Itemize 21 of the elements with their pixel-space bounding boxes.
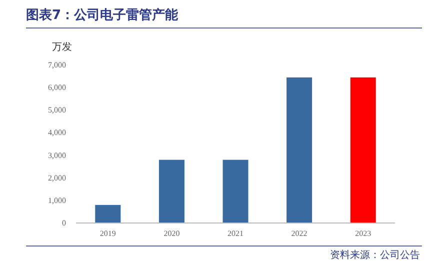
y-tick-label: 2,000 (48, 173, 66, 182)
bar (286, 77, 312, 223)
y-axis-title: 万发 (52, 42, 72, 53)
chart-title: 图表7：公司电子雷管产能 (26, 7, 180, 23)
y-tick-label: 0 (62, 218, 66, 228)
y-tick-label: 7,000 (48, 60, 66, 70)
y-tick-label: 1,000 (48, 196, 66, 205)
x-tick-label: 2023 (355, 229, 372, 238)
text: 资料来源：公司公告 (330, 249, 420, 261)
y-tick-label: 5,000 (48, 106, 66, 115)
x-tick-label: 2020 (164, 229, 180, 238)
x-tick-label: 2019 (100, 229, 116, 238)
bar (95, 204, 121, 223)
y-tick-label: 4,000 (48, 128, 66, 138)
x-tick-label: 2021 (228, 229, 244, 238)
bar (158, 160, 184, 223)
bar (222, 160, 248, 223)
bar (350, 77, 376, 223)
y-tick-label: 3,000 (48, 150, 66, 160)
y-tick-label: 6,000 (48, 83, 66, 92)
x-tick-label: 2022 (291, 229, 308, 238)
